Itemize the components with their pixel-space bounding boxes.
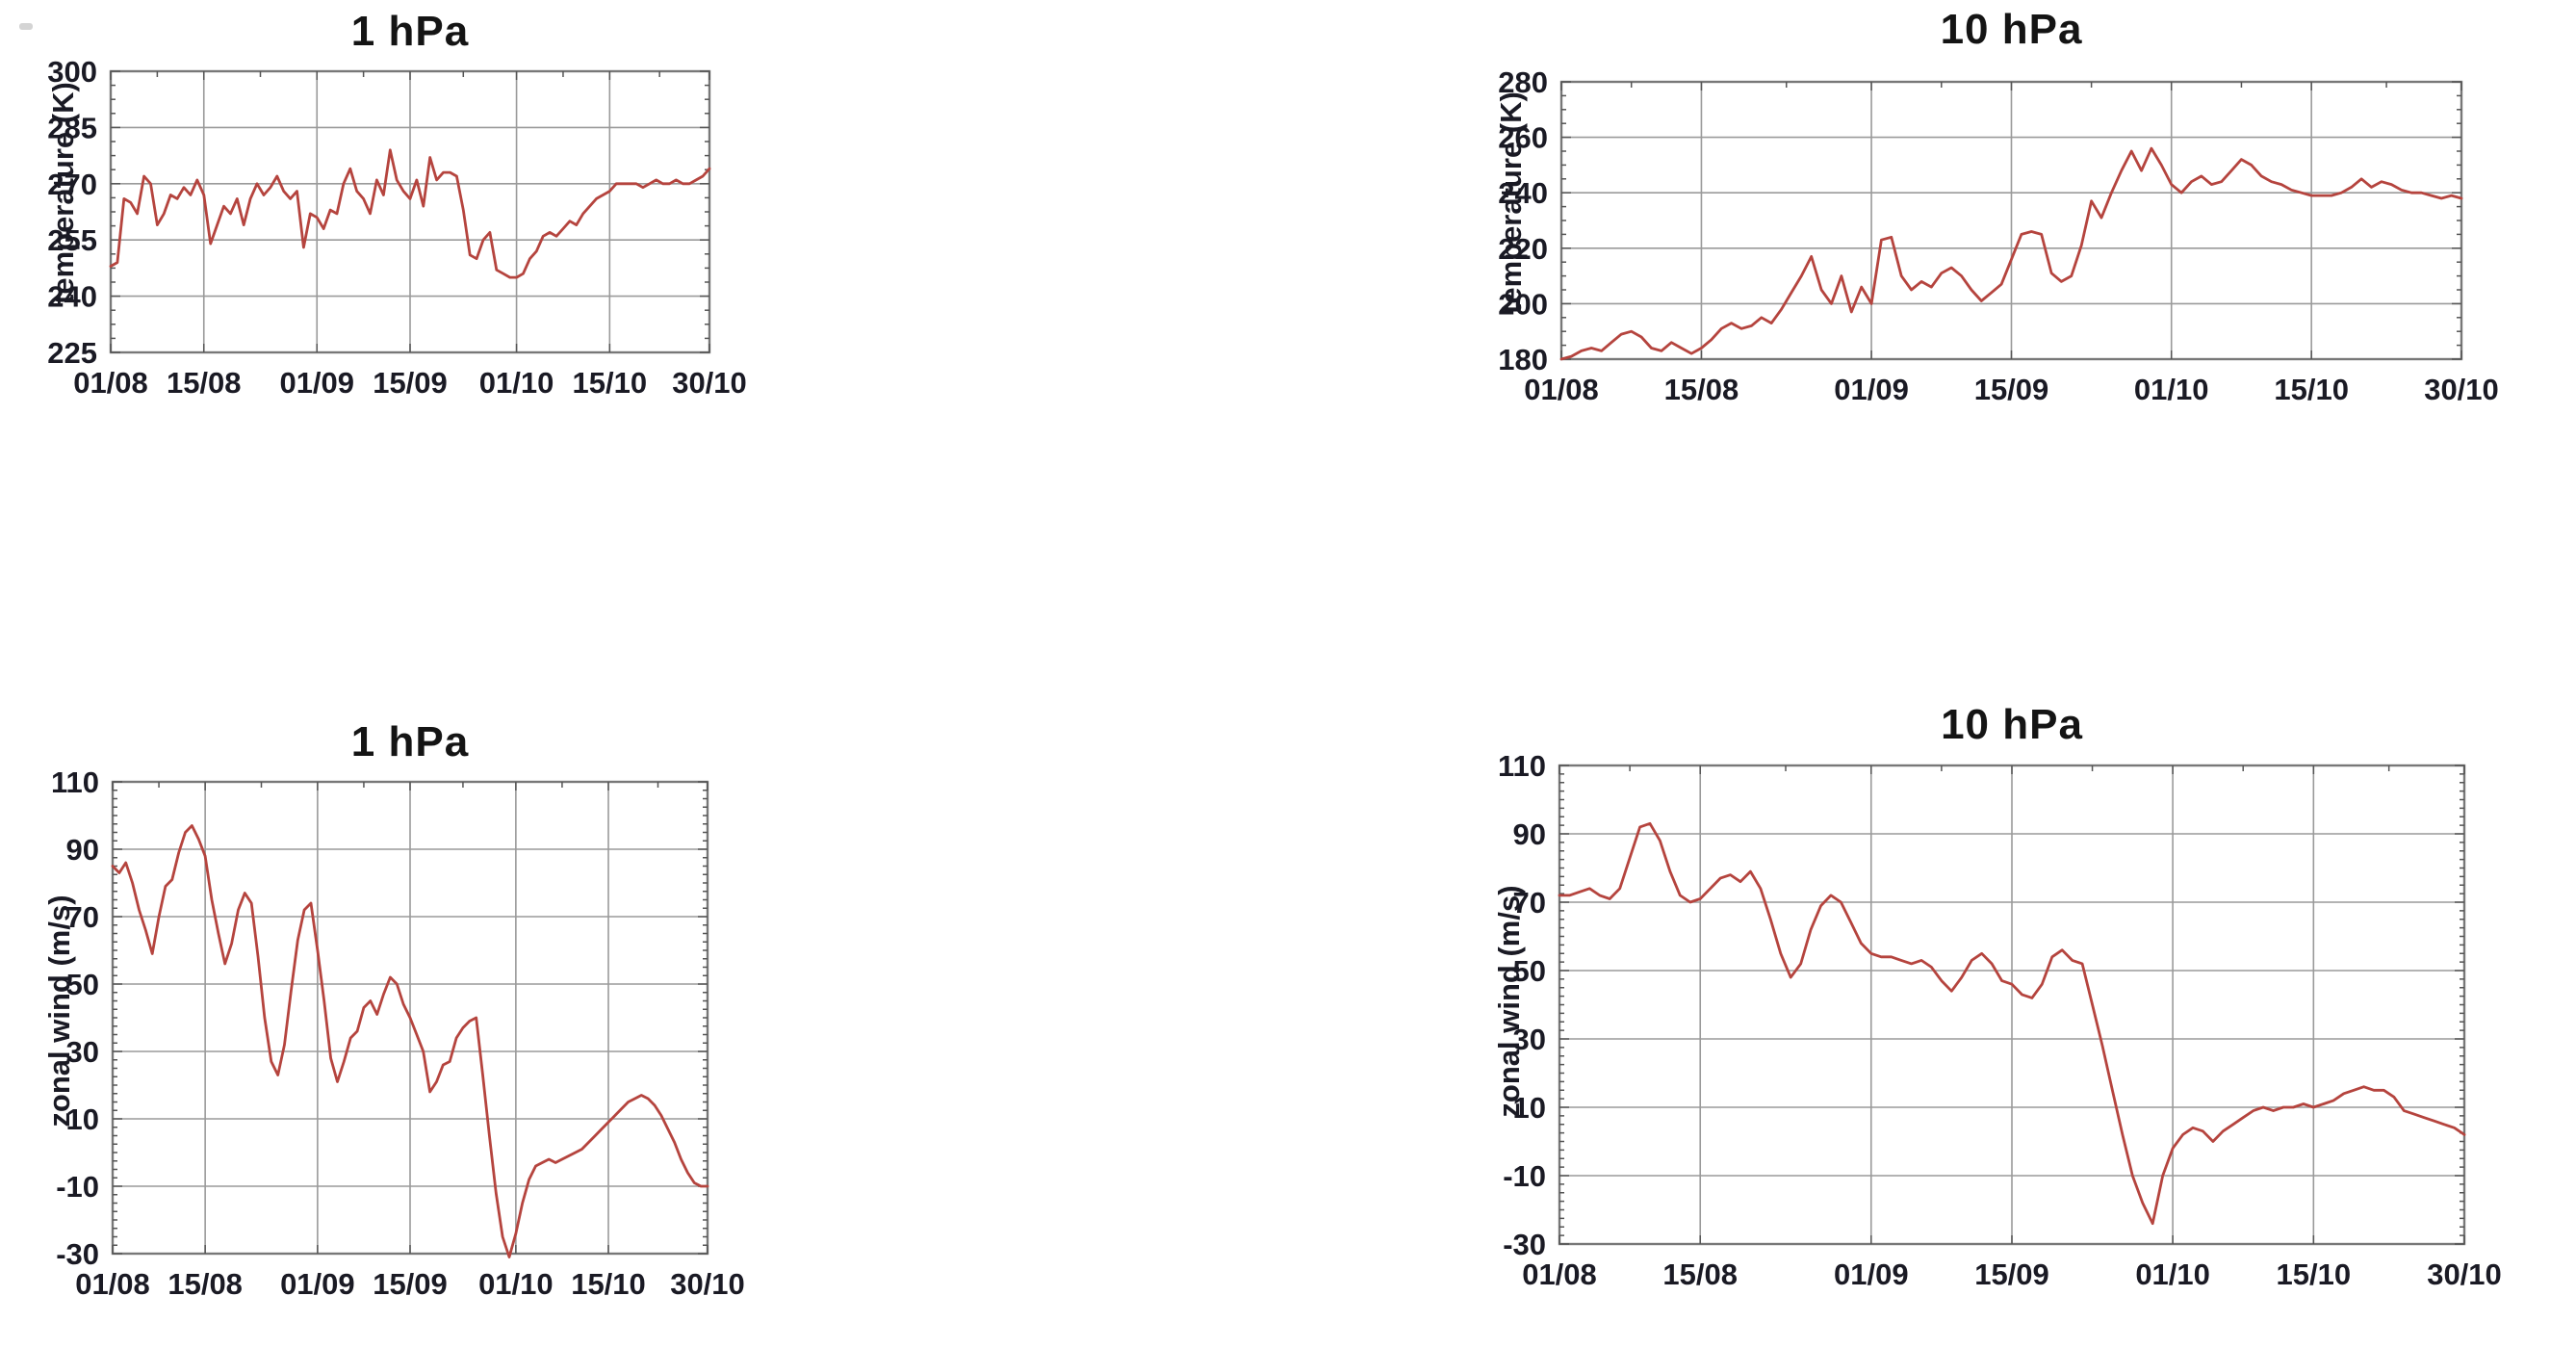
y-tick-label: 280 [1498,65,1548,99]
y-tick-label: 50 [66,968,99,1001]
x-tick-label: 15/08 [1664,373,1739,406]
tick-labels: -30 -10 10 30 50 70 90 110 01/08 15/08 01/09 15/09 0… [1498,749,2502,1291]
x-tick-label: 01/08 [75,1267,150,1301]
x-tick-label: 01/10 [2135,1257,2210,1291]
y-tick-label: 270 [47,168,97,201]
series-line [1558,821,2466,1226]
plot-area: 180 200 220 240 260 280 01/08 15/08 01/09 15/09 01… [1498,65,2499,406]
y-tick-label: 220 [1498,232,1548,266]
y-tick-label: 10 [66,1102,99,1136]
y-tick-label: 225 [47,336,97,370]
y-tick-label: 255 [47,223,97,257]
y-tick-label: -10 [56,1170,99,1204]
grid-lines [1559,765,2464,1244]
x-tick-label: 15/09 [1974,373,2049,406]
x-tick-label: 01/10 [2134,373,2209,406]
x-tick-label: 30/10 [2427,1257,2502,1291]
y-tick-label: 10 [1513,1091,1546,1125]
tick-marks [1558,765,2465,1245]
x-tick-label: 01/09 [1834,1257,1909,1291]
scan-artifact [19,23,33,30]
x-tick-label: 15/09 [373,1267,448,1301]
x-tick-label: 15/10 [2277,1257,2352,1291]
y-tick-label: 50 [1513,954,1546,988]
series-line [109,148,711,279]
tick-labels: -30 -10 10 30 50 70 90 110 01/08 15/08 01/09 15/09 0… [51,765,745,1301]
y-tick-label: 90 [1513,817,1546,851]
series-line [1559,146,2463,361]
y-tick-label: -30 [1503,1228,1546,1261]
y-tick-label: 240 [1498,176,1548,210]
x-tick-label: 30/10 [2424,373,2499,406]
y-tick-label: 110 [51,765,99,799]
y-tick-label: 180 [1498,343,1548,376]
y-tick-label: 260 [1498,121,1548,155]
chart-title: 1 hPa [350,718,470,765]
x-tick-label: 01/09 [279,366,354,400]
tick-labels: 180 200 220 240 260 280 01/08 15/08 01/09 15/09 01… [1498,65,2499,406]
chart-title: 10 hPa [1940,6,2083,53]
x-tick-label: 30/10 [670,1267,745,1301]
grid-lines [111,71,709,352]
x-tick-label: 01/09 [280,1267,355,1301]
y-tick-label: -30 [56,1237,99,1271]
y-tick-label: 90 [66,833,99,867]
x-tick-label: 15/08 [1662,1257,1738,1291]
chart-title: 1 hPa [350,8,470,55]
plot-area: -30 -10 10 30 50 70 90 110 01/08 15/08 01/09 15/09 0… [1498,749,2502,1291]
tick-marks [112,781,708,1255]
chart-zonal-wind-10hpa: 10 hPa zonal wind (m/s) -30 -10 10 30 50 70 90… [1444,674,2522,1348]
y-tick-label: 200 [1498,287,1548,321]
x-tick-label: 15/10 [573,366,648,400]
y-tick-label: 70 [66,900,99,934]
plot-area: -30 -10 10 30 50 70 90 110 01/08 15/08 01/09 15/09 0… [51,765,745,1301]
y-tick-label: 30 [66,1035,99,1069]
x-tick-label: 15/10 [2274,373,2349,406]
x-tick-label: 01/08 [73,366,148,400]
chart-title: 10 hPa [1941,701,2083,748]
chart-temperature-10hpa: 10 hPa temperature (K) 180 200 220 240 260 28… [1444,6,2522,449]
x-tick-label: 01/10 [478,1267,554,1301]
y-tick-label: 110 [1498,749,1546,783]
x-tick-label: 15/08 [167,366,242,400]
x-tick-label: 01/10 [479,366,554,400]
chart-temperature-1hpa: 1 hPa temperature (K) 225 240 255 270 285 300… [29,6,760,449]
x-tick-label: 01/09 [1834,373,1909,406]
x-tick-label: 01/08 [1524,373,1599,406]
x-tick-label: 30/10 [672,366,747,400]
y-tick-label: -10 [1503,1159,1546,1193]
chart-zonal-wind-1hpa: 1 hPa zonal wind (m/s) -30 -10 10 30 50 70 90 1… [29,674,760,1348]
y-tick-label: 300 [47,55,97,89]
x-tick-label: 15/09 [373,366,448,400]
tick-labels: 225 240 255 270 285 300 01/08 15/08 01/09 15/09 01… [47,55,747,400]
x-tick-label: 01/08 [1522,1257,1597,1291]
x-tick-label: 15/10 [571,1267,646,1301]
grid-lines [1561,82,2461,359]
y-tick-label: 285 [47,111,97,144]
x-tick-label: 15/08 [167,1267,243,1301]
y-tick-label: 70 [1513,886,1546,920]
series-line [111,824,709,1258]
y-tick-label: 240 [47,280,97,314]
tick-marks [1560,81,2462,360]
y-tick-label: 30 [1513,1023,1546,1056]
plot-area: 225 240 255 270 285 300 01/08 15/08 01/09 15/09 01… [47,55,747,400]
x-tick-label: 15/09 [1974,1257,2049,1291]
